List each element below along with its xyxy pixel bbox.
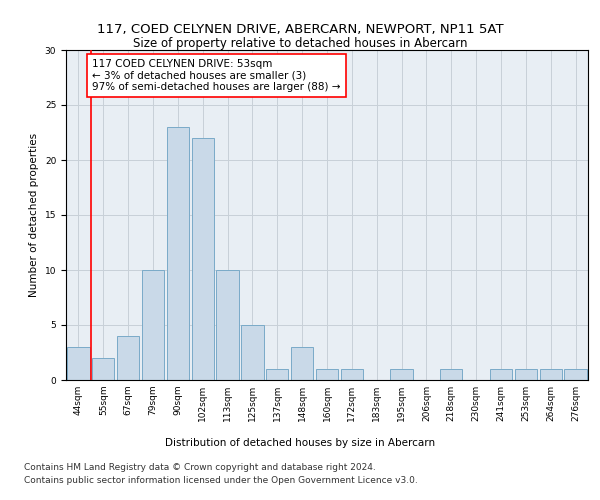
Bar	[217, 270, 239, 380]
Bar	[565, 369, 587, 380]
Bar	[391, 369, 413, 380]
Bar	[117, 336, 139, 380]
Bar	[515, 369, 537, 380]
Bar	[341, 369, 363, 380]
Bar	[266, 369, 289, 380]
Bar	[142, 270, 164, 380]
Y-axis label: Number of detached properties: Number of detached properties	[29, 133, 39, 297]
Bar	[92, 358, 115, 380]
Bar	[241, 325, 263, 380]
Text: Distribution of detached houses by size in Abercarn: Distribution of detached houses by size …	[165, 438, 435, 448]
Bar	[490, 369, 512, 380]
Bar	[191, 138, 214, 380]
Text: Size of property relative to detached houses in Abercarn: Size of property relative to detached ho…	[133, 38, 467, 51]
Text: 117, COED CELYNEN DRIVE, ABERCARN, NEWPORT, NP11 5AT: 117, COED CELYNEN DRIVE, ABERCARN, NEWPO…	[97, 22, 503, 36]
Text: Contains HM Land Registry data © Crown copyright and database right 2024.: Contains HM Land Registry data © Crown c…	[24, 464, 376, 472]
Text: Contains public sector information licensed under the Open Government Licence v3: Contains public sector information licen…	[24, 476, 418, 485]
Bar	[167, 127, 189, 380]
Text: 117 COED CELYNEN DRIVE: 53sqm
← 3% of detached houses are smaller (3)
97% of sem: 117 COED CELYNEN DRIVE: 53sqm ← 3% of de…	[92, 59, 341, 92]
Bar	[67, 347, 89, 380]
Bar	[440, 369, 463, 380]
Bar	[316, 369, 338, 380]
Bar	[539, 369, 562, 380]
Bar	[291, 347, 313, 380]
